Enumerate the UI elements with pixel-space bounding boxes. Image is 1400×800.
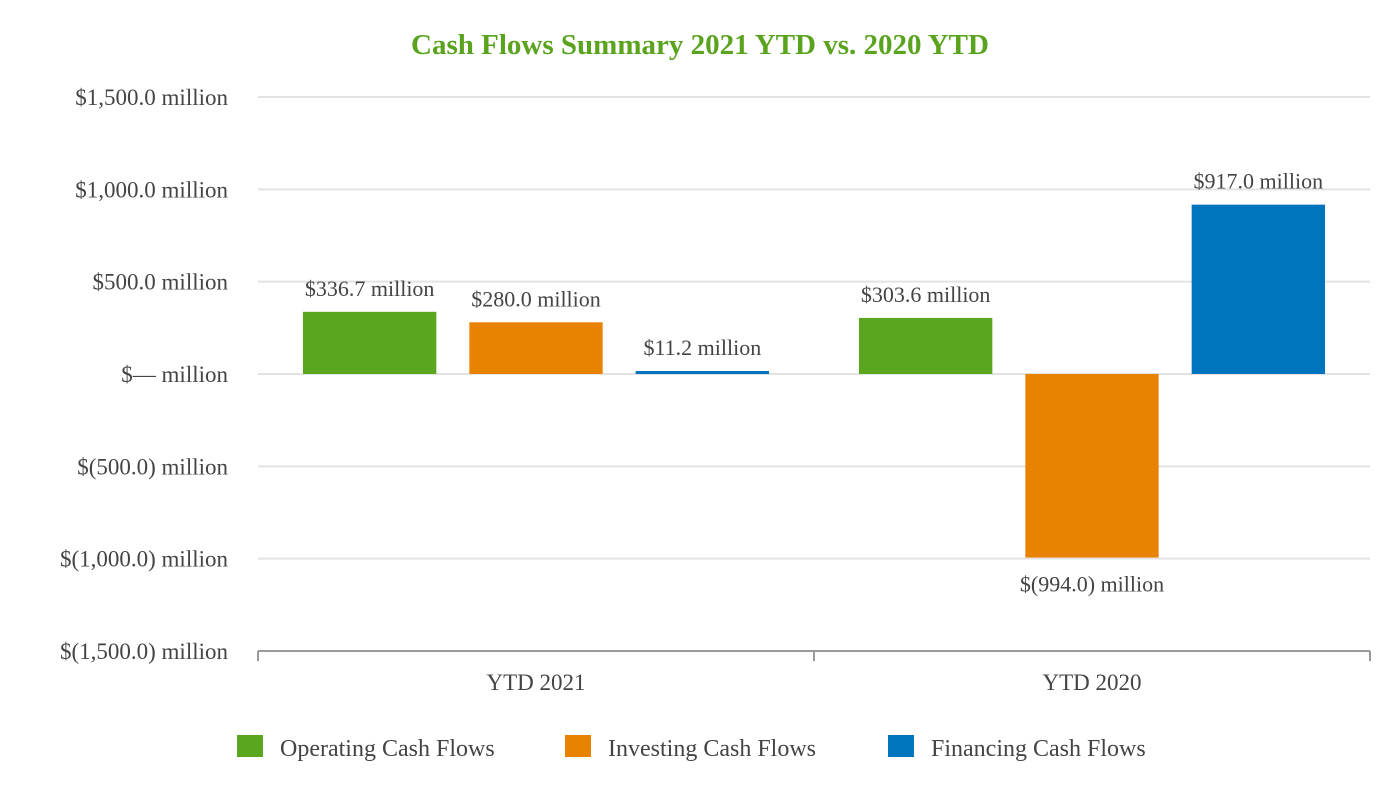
data-label: $(994.0) million: [1020, 572, 1164, 597]
y-tick-label: $500.0 million: [93, 270, 229, 295]
y-tick-label: $(500.0) million: [77, 454, 228, 479]
gridlines: [258, 96, 1370, 560]
category-label: YTD 2020: [1042, 670, 1141, 695]
category-labels: YTD 2021 YTD 2020: [486, 670, 1141, 695]
legend-label: Investing Cash Flows: [608, 736, 816, 762]
data-label: $11.2 million: [643, 335, 761, 360]
data-label: $917.0 million: [1194, 169, 1324, 194]
bar: [635, 371, 769, 374]
y-tick-label: $1,500.0 million: [75, 85, 228, 110]
bars: [303, 204, 1325, 558]
bar: [303, 311, 437, 374]
data-label: $336.7 million: [305, 276, 435, 301]
category-label: YTD 2021: [486, 670, 585, 695]
bar: [859, 317, 993, 374]
legend-swatch: [237, 735, 263, 757]
bar: [1025, 374, 1159, 558]
y-tick-label: $(1,500.0) million: [60, 639, 229, 664]
bar: [469, 322, 603, 374]
y-tick-label: $(1,000.0) million: [60, 547, 229, 572]
legend-swatch: [565, 735, 591, 757]
data-label: $280.0 million: [471, 286, 601, 311]
legend-label: Financing Cash Flows: [931, 736, 1146, 762]
bar: [1191, 204, 1325, 374]
legend-swatch: [888, 735, 914, 757]
legend-label: Operating Cash Flows: [280, 736, 495, 762]
y-tick-label: $— million: [121, 362, 228, 387]
chart-title: Cash Flows Summary 2021 YTD vs. 2020 YTD: [411, 29, 989, 61]
x-axis: [257, 650, 1371, 661]
y-tick-label: $1,000.0 million: [75, 177, 228, 202]
legend: Operating Cash Flows Investing Cash Flows…: [237, 735, 1146, 762]
y-axis-tick-labels: $1,500.0 million $1,000.0 million $500.0 m…: [60, 85, 229, 664]
data-labels: $336.7 million $280.0 million $11.2 millio…: [305, 169, 1323, 597]
data-label: $303.6 million: [861, 282, 991, 307]
